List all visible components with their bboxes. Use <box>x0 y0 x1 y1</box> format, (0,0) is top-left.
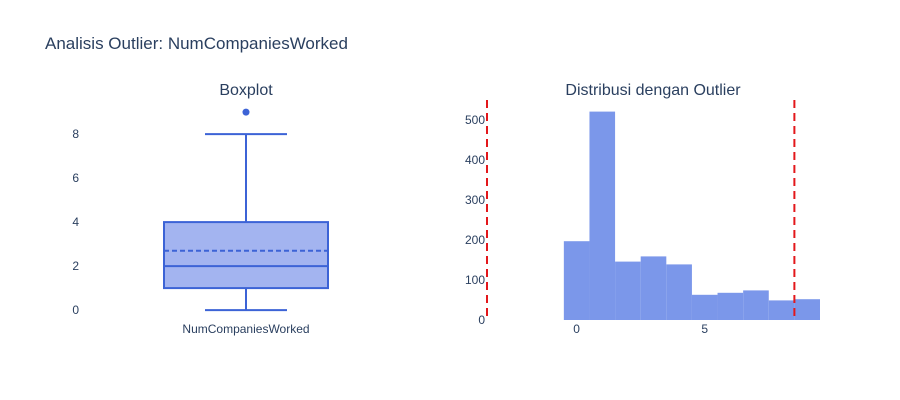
hist-y-tick-label: 100 <box>465 273 485 287</box>
hist-x-tick-label: 5 <box>701 322 708 336</box>
histogram-panel: 0 100 200 300 400 500 0 5 <box>465 100 820 336</box>
hist-y-tick-label: 300 <box>465 193 485 207</box>
hist-y-tick-label: 500 <box>465 113 485 127</box>
histogram-bar <box>563 241 590 320</box>
boxplot-panel: 0 2 4 6 8 NumCompaniesWorked <box>72 108 329 336</box>
box-category-label: NumCompaniesWorked <box>182 322 309 336</box>
box-y-tick-label: 8 <box>72 127 79 141</box>
box-y-tick-label: 2 <box>72 259 79 273</box>
hist-y-tick-label: 0 <box>478 313 485 327</box>
histogram-bar <box>615 261 641 320</box>
histogram-bar <box>743 290 769 320</box>
box-y-tick-label: 4 <box>72 215 79 229</box>
histogram-bar <box>640 256 667 320</box>
hist-y-tick-label: 200 <box>465 233 485 247</box>
hist-y-tick-label: 400 <box>465 153 485 167</box>
histogram-bar <box>768 300 795 320</box>
chart-title: Analisis Outlier: NumCompaniesWorked <box>45 34 348 53</box>
hist-x-tick-label: 0 <box>573 322 580 336</box>
histogram-subtitle: Distribusi dengan Outlier <box>565 82 741 99</box>
boxplot-subtitle: Boxplot <box>219 82 273 99</box>
histogram-bar <box>589 111 616 320</box>
histogram-bar <box>691 294 718 320</box>
box-y-tick-label: 0 <box>72 303 79 317</box>
outlier-point <box>242 108 250 116</box>
histogram-bar <box>717 292 744 320</box>
box-y-tick-label: 6 <box>72 171 79 185</box>
box-iqr <box>163 221 329 290</box>
histogram-bar <box>794 299 820 320</box>
histogram-bar <box>666 264 692 320</box>
